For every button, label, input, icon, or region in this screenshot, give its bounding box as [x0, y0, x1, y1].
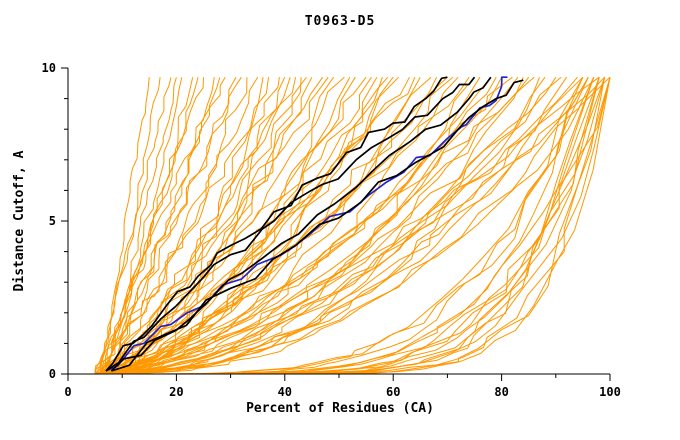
- orange-curve: [105, 76, 519, 375]
- orange-curve: [95, 76, 600, 375]
- x-tick-label: 100: [599, 385, 621, 399]
- black-curve: [105, 76, 476, 372]
- orange-curve: [105, 77, 183, 375]
- orange-curves-group: [94, 76, 611, 375]
- orange-curve: [94, 77, 161, 375]
- orange-curve: [105, 76, 307, 374]
- y-tick-label: 10: [42, 61, 56, 75]
- orange-curve: [100, 76, 226, 375]
- orange-curve: [100, 76, 530, 375]
- orange-curve: [105, 76, 372, 375]
- orange-curve: [105, 76, 454, 375]
- orange-curve: [95, 76, 605, 375]
- orange-curve: [105, 76, 595, 375]
- orange-curve: [105, 77, 215, 375]
- black-curve: [105, 76, 448, 372]
- orange-curve: [100, 77, 199, 375]
- orange-curve: [100, 77, 204, 375]
- x-tick-label: 80: [494, 385, 508, 399]
- orange-curve: [94, 77, 280, 375]
- orange-curve: [94, 77, 416, 375]
- orange-curve: [105, 76, 242, 375]
- orange-curve: [100, 76, 578, 375]
- orange-curve: [100, 76, 389, 375]
- orange-curve: [100, 77, 172, 375]
- y-tick-label: 5: [49, 214, 56, 228]
- y-tick-label: 0: [49, 367, 56, 381]
- x-tick-label: 0: [64, 385, 71, 399]
- x-tick-label: 40: [278, 385, 292, 399]
- orange-curve: [100, 76, 421, 375]
- orange-curve: [100, 76, 562, 375]
- x-axis-label: Percent of Residues (CA): [246, 401, 434, 416]
- black-curve: [111, 79, 524, 372]
- chart-title: T0963-D5: [304, 14, 376, 29]
- x-tick-label: 60: [386, 385, 400, 399]
- orange-curve: [95, 76, 475, 375]
- x-tick-label: 20: [169, 385, 183, 399]
- axes: 0 20 40 60 80 100 0 5 10: [42, 61, 621, 399]
- orange-curve: [105, 76, 557, 375]
- orange-curve: [105, 77, 606, 375]
- orange-curve: [94, 76, 286, 375]
- orange-curve: [100, 77, 297, 375]
- orange-curve: [111, 77, 595, 375]
- orange-curve: [105, 76, 584, 375]
- orange-curve: [105, 77, 177, 375]
- orange-curve: [100, 77, 150, 375]
- orange-curve: [100, 76, 259, 375]
- orange-curve: [105, 77, 302, 375]
- orange-curve: [105, 76, 438, 375]
- orange-curve: [94, 77, 221, 375]
- black-curves-group: [105, 76, 524, 372]
